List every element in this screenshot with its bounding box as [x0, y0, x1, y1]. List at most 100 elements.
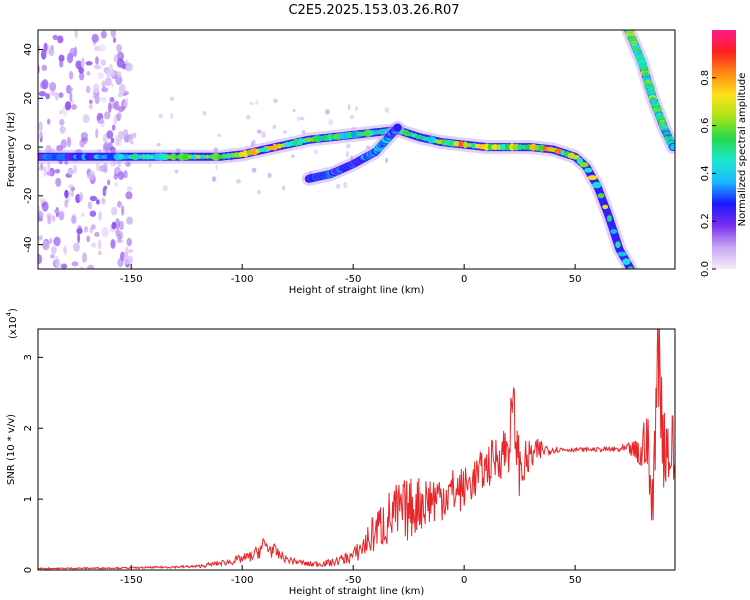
- noise-speckle: [43, 42, 48, 53]
- trace-main-cell: [627, 266, 634, 269]
- noise-speckle: [55, 177, 62, 187]
- noise-speckle: [47, 118, 51, 125]
- noise-speckle: [113, 54, 118, 62]
- noise-speckle: [76, 228, 83, 235]
- noise-speckle: [86, 235, 91, 243]
- noise-speckle: [88, 103, 93, 110]
- noise-speckle: [267, 172, 272, 178]
- noise-speckle: [251, 167, 257, 173]
- noise-speckle: [106, 130, 114, 139]
- noise-speckle: [113, 114, 118, 125]
- noise-speckle: [92, 83, 100, 94]
- x-tick-label: -100: [231, 575, 254, 586]
- noise-speckle: [88, 170, 95, 180]
- trace-main-cell: [217, 154, 223, 159]
- noise-speckle: [79, 71, 85, 81]
- noise-speckle: [38, 236, 43, 241]
- trace-main-cell: [615, 241, 621, 249]
- noise-speckle: [85, 85, 91, 94]
- noise-speckle: [249, 101, 254, 106]
- noise-speckle: [104, 111, 111, 120]
- x-tick-label: -150: [120, 274, 143, 285]
- trace-main-cell: [597, 193, 605, 199]
- noise-speckle: [105, 67, 112, 78]
- noise-speckle: [88, 99, 93, 105]
- noise-speckle: [64, 199, 69, 208]
- trace-main-cell: [504, 143, 511, 151]
- trace-main-cell: [64, 153, 71, 161]
- noise-speckle: [174, 169, 179, 174]
- noise-speckle: [110, 162, 117, 167]
- noise-speckle: [38, 131, 42, 139]
- noise-speckle: [156, 143, 161, 147]
- noise-speckle: [118, 220, 124, 231]
- noise-speckle: [48, 48, 55, 57]
- noise-speckle: [123, 100, 128, 108]
- spectrogram-frame: [37, 29, 676, 270]
- noise-speckle: [299, 116, 305, 121]
- noise-speckle: [100, 59, 107, 66]
- noise-speckle: [60, 263, 68, 269]
- noise-speckle: [59, 110, 63, 115]
- noise-speckle: [365, 145, 371, 150]
- noise-speckle: [256, 129, 262, 134]
- x-tick-label: -150: [120, 575, 143, 586]
- noise-speckle: [59, 60, 64, 68]
- snr-frame: [37, 328, 676, 571]
- noise-speckle: [301, 130, 306, 135]
- trace-branch-cell: [393, 123, 402, 132]
- trace-main-cell: [592, 181, 602, 189]
- noise-speckle: [83, 226, 89, 233]
- noise-speckle: [109, 97, 115, 103]
- x-tick-label: 50: [569, 575, 582, 586]
- noise-speckle: [91, 224, 96, 230]
- noise-speckle: [282, 185, 285, 191]
- noise-speckle: [78, 66, 84, 74]
- noise-speckle: [385, 157, 388, 163]
- noise-speckle: [115, 228, 120, 236]
- noise-speckle: [69, 91, 73, 103]
- colorbar: 0.0 0.2 0.4 0.6 0.8 Normalized spectral ampl…: [700, 30, 748, 277]
- snr-y-ticks: 0 1 2 3: [23, 354, 43, 573]
- snr-multiplier-exponent: 4: [5, 311, 13, 316]
- y-tick-label: 3: [23, 354, 34, 360]
- noise-speckle: [123, 170, 128, 179]
- noise-speckle: [122, 129, 129, 138]
- trace-main-cell: [221, 153, 227, 160]
- noise-speckle: [211, 176, 217, 182]
- noise-speckle: [125, 160, 131, 167]
- noise-speckle: [51, 215, 56, 223]
- noise-speckle: [110, 239, 116, 249]
- noise-speckle: [85, 61, 93, 66]
- x-tick-label: -50: [345, 575, 361, 586]
- noise-speckle: [126, 186, 133, 192]
- trace-main-cell: [204, 154, 210, 159]
- noise-speckle: [257, 190, 261, 195]
- noise-speckle: [215, 164, 218, 171]
- noise-speckle: [71, 261, 79, 267]
- y-tick-label: -40: [23, 236, 34, 252]
- trace-edge-cell: [670, 143, 675, 151]
- x-tick-label: -50: [345, 274, 361, 285]
- noise-speckle: [108, 102, 112, 113]
- noise-speckle: [117, 111, 122, 119]
- trace-main-cell: [123, 154, 131, 160]
- noise-speckle: [64, 160, 69, 165]
- trace-main-cell: [68, 153, 75, 160]
- noise-speckle: [57, 35, 64, 44]
- noise-speckle: [45, 144, 52, 154]
- noise-speckle: [328, 119, 334, 126]
- trace-main-cell: [617, 251, 628, 257]
- snr-multiplier-close: ): [8, 308, 19, 312]
- noise-speckle: [162, 185, 168, 192]
- noise-speckle: [54, 91, 59, 101]
- noise-speckle: [130, 140, 134, 145]
- noise-speckle: [272, 124, 277, 129]
- noise-speckle: [125, 62, 133, 72]
- noise-speckle: [58, 92, 64, 98]
- noise-speckle: [255, 100, 259, 105]
- noise-speckle: [63, 245, 67, 255]
- colorbar-ticks: 0.0 0.2 0.4 0.6 0.8: [700, 70, 716, 277]
- noise-speckle: [53, 236, 61, 247]
